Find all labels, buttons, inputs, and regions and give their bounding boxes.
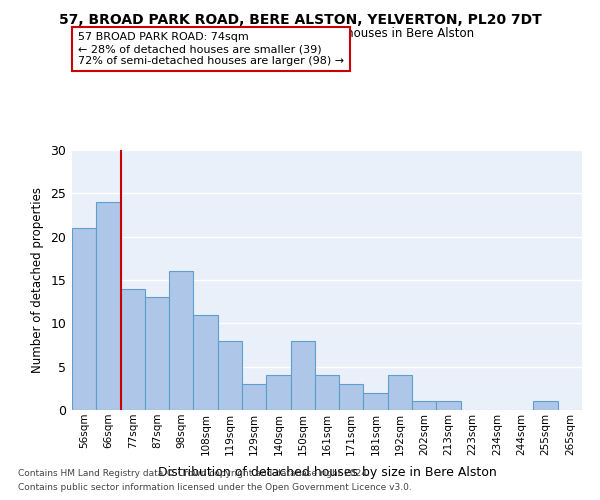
Text: 57 BROAD PARK ROAD: 74sqm
← 28% of detached houses are smaller (39)
72% of semi-: 57 BROAD PARK ROAD: 74sqm ← 28% of detac… [78, 32, 344, 66]
Bar [193, 314, 218, 410]
Bar [339, 384, 364, 410]
Bar [388, 376, 412, 410]
Text: Size of property relative to detached houses in Bere Alston: Size of property relative to detached ho… [125, 28, 475, 40]
Text: Contains HM Land Registry data © Crown copyright and database right 2024.: Contains HM Land Registry data © Crown c… [18, 468, 370, 477]
Bar [364, 392, 388, 410]
Bar [315, 376, 339, 410]
Bar [436, 402, 461, 410]
Bar [412, 402, 436, 410]
Bar [533, 402, 558, 410]
Text: 57, BROAD PARK ROAD, BERE ALSTON, YELVERTON, PL20 7DT: 57, BROAD PARK ROAD, BERE ALSTON, YELVER… [59, 12, 541, 26]
Bar [96, 202, 121, 410]
Bar [121, 288, 145, 410]
Bar [290, 340, 315, 410]
Y-axis label: Number of detached properties: Number of detached properties [31, 187, 44, 373]
Bar [242, 384, 266, 410]
X-axis label: Distribution of detached houses by size in Bere Alston: Distribution of detached houses by size … [158, 466, 496, 479]
Bar [218, 340, 242, 410]
Bar [169, 272, 193, 410]
Bar [72, 228, 96, 410]
Bar [145, 298, 169, 410]
Text: Contains public sector information licensed under the Open Government Licence v3: Contains public sector information licen… [18, 484, 412, 492]
Bar [266, 376, 290, 410]
